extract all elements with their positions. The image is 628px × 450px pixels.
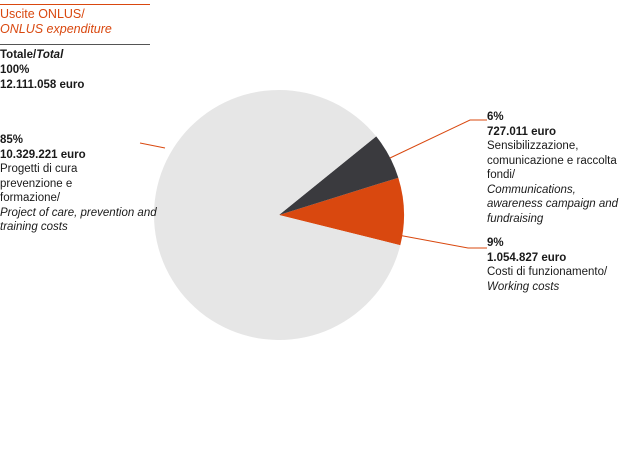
communications-amount: 727.011 euro: [487, 125, 557, 138]
pie-slice-care: [154, 89, 401, 340]
chart-title-en: ONLUS expenditure: [0, 22, 112, 36]
care-desc-it: Progetti di cura prevenzione e formazion…: [0, 163, 78, 204]
communications-desc-en: Communications, awareness campaign and f…: [487, 183, 619, 225]
leader-line-care: [139, 142, 166, 149]
leader-lines: [139, 119, 487, 249]
pie-slice-working: [279, 177, 405, 246]
total-label-it: Totale/: [0, 49, 37, 61]
care-amount: 10.329.221 euro: [0, 148, 86, 161]
pie-slices: [154, 89, 405, 340]
leader-line-working: [397, 234, 487, 249]
care-percent: 85%: [0, 134, 24, 146]
slice-label-working: 9% 1.054.827 euro Costi di funzionamento…: [487, 236, 627, 294]
total-percent: 100%: [0, 64, 30, 76]
total-amount: 12.111.058 euro: [0, 79, 85, 91]
communications-desc-it: Sensibilizzazione, comunicazione e racco…: [487, 140, 617, 181]
working-desc-it: Costi di funzionamento/: [487, 266, 608, 278]
divider: [0, 44, 150, 45]
chart-title-it: Uscite ONLUS/: [0, 7, 85, 21]
total-label-en: Total: [36, 49, 64, 61]
working-desc-en: Working costs: [487, 280, 560, 293]
total-label: Totale/Total: [0, 48, 84, 63]
working-amount: 1.054.827 euro: [487, 251, 567, 264]
working-percent: 9%: [487, 237, 504, 249]
care-desc-en: Project of care, prevention and training…: [0, 206, 157, 234]
chart-title: Uscite ONLUS/ ONLUS expenditure: [0, 7, 112, 37]
leader-line-communications: [389, 119, 487, 159]
total-block: Totale/Total 100% 12.111.058 euro: [0, 48, 84, 93]
header-rule: [0, 4, 150, 5]
slice-label-communications: 6% 727.011 euro Sensibilizzazione, comun…: [487, 110, 627, 226]
pie-slice-communications: [279, 136, 399, 215]
slice-label-care: 85% 10.329.221 euro Progetti di cura pre…: [0, 133, 160, 235]
communications-percent: 6%: [487, 111, 504, 123]
